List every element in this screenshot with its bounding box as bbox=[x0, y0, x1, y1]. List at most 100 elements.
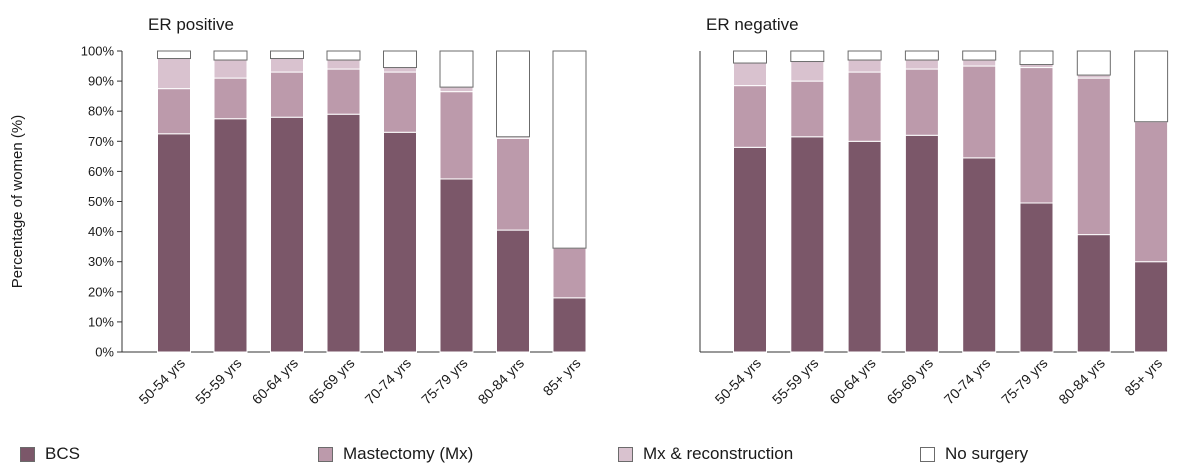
y-tick-label-0: 0% bbox=[95, 345, 114, 360]
legend-swatch-no-surgery bbox=[920, 446, 935, 462]
er-negative-bar-mx-reconstruction-55-59-yrs bbox=[790, 61, 825, 82]
er-negative-bar-bcs-80-84-yrs bbox=[1076, 234, 1111, 353]
er-positive-x-tick-label-85-yrs: 85+ yrs bbox=[540, 355, 584, 399]
er-positive-x-tick-label-70-74-yrs: 70-74 yrs bbox=[362, 355, 415, 408]
er-positive-bar-mastectomy-mx-85-yrs bbox=[552, 247, 587, 299]
er-negative-bar-no-surgery-50-54-yrs bbox=[733, 50, 767, 64]
er-positive-bar-mx-reconstruction-55-59-yrs bbox=[213, 59, 248, 79]
er-positive-bar-bcs-60-64-yrs bbox=[270, 116, 304, 353]
legend-label-no-surgery: No surgery bbox=[945, 444, 1029, 463]
er-negative-x-tick-label-55-59-yrs: 55-59 yrs bbox=[769, 355, 822, 408]
er-negative-bar-bcs-65-69-yrs bbox=[904, 134, 939, 353]
er-positive-bar-no-surgery-80-84-yrs bbox=[496, 50, 530, 138]
er-positive-x-tick-label-65-69-yrs: 65-69 yrs bbox=[305, 355, 358, 408]
er-positive-bar-mx-reconstruction-65-69-yrs bbox=[326, 59, 361, 70]
er-positive-bar-mastectomy-mx-50-54-yrs bbox=[157, 88, 191, 135]
er-negative-title: ER negative bbox=[706, 15, 799, 34]
er-positive-x-tick-label-55-59-yrs: 55-59 yrs bbox=[192, 355, 245, 408]
y-tick-label-60: 60% bbox=[88, 164, 114, 179]
er-negative-bar-mastectomy-mx-50-54-yrs bbox=[733, 85, 767, 148]
er-negative-bar-no-surgery-60-64-yrs bbox=[847, 50, 882, 61]
er-positive-x-tick-label-60-64-yrs: 60-64 yrs bbox=[249, 355, 302, 408]
er-negative-x-tick-label-70-74-yrs: 70-74 yrs bbox=[941, 355, 994, 408]
er-negative-bar-no-surgery-85-yrs bbox=[1134, 50, 1169, 123]
chart-canvas: ER positive 0% 10% 20% 30% 40% 50% 60% 70% 80% 90%… bbox=[9, 15, 1169, 408]
legend-label-mastectomy: Mastectomy (Mx) bbox=[343, 444, 474, 463]
er-positive-bar-bcs-50-54-yrs bbox=[157, 133, 191, 353]
er-positive-bar-mx-reconstruction-50-54-yrs bbox=[157, 58, 191, 90]
y-tick-label-90: 90% bbox=[88, 74, 114, 89]
er-negative-bar-bcs-50-54-yrs bbox=[733, 146, 767, 353]
er-negative-x-tick-label-65-69-yrs: 65-69 yrs bbox=[883, 355, 936, 408]
er-positive-bar-no-surgery-50-54-yrs bbox=[157, 50, 191, 60]
er-positive-bar-mx-reconstruction-75-79-yrs bbox=[439, 86, 474, 93]
er-negative-bar-mastectomy-mx-75-79-yrs bbox=[1019, 67, 1054, 204]
legend-item-mastectomy: Mastectomy (Mx) bbox=[318, 444, 473, 464]
y-tick-label-30: 30% bbox=[88, 254, 114, 269]
er-positive-bar-mastectomy-mx-75-79-yrs bbox=[439, 91, 474, 180]
er-negative-x-tick-label-75-79-yrs: 75-79 yrs bbox=[998, 355, 1051, 408]
er-negative-bar-no-surgery-70-74-yrs bbox=[962, 50, 997, 61]
er-positive-bar-bcs-75-79-yrs bbox=[439, 178, 474, 353]
er-positive-bar-bcs-55-59-yrs bbox=[213, 118, 248, 353]
er-negative-bar-no-surgery-80-84-yrs bbox=[1076, 50, 1111, 76]
y-tick-label-20: 20% bbox=[88, 284, 114, 299]
er-positive-bar-no-surgery-60-64-yrs bbox=[270, 50, 304, 60]
er-negative-bar-mastectomy-mx-80-84-yrs bbox=[1076, 77, 1111, 236]
y-tick-label-50: 50% bbox=[88, 194, 114, 209]
y-tick-label-70: 70% bbox=[88, 134, 114, 149]
er-negative-bar-bcs-60-64-yrs bbox=[847, 140, 882, 353]
er-positive-bar-mastectomy-mx-70-74-yrs bbox=[383, 71, 417, 133]
er-negative-bar-bcs-70-74-yrs bbox=[962, 157, 997, 353]
er-negative-bar-mx-reconstruction-50-54-yrs bbox=[733, 62, 767, 87]
y-tick-label-40: 40% bbox=[88, 224, 114, 239]
legend-item-no-surgery: No surgery bbox=[920, 444, 1028, 464]
er-negative-bar-bcs-55-59-yrs bbox=[790, 136, 825, 353]
er-positive-bar-no-surgery-85-yrs bbox=[552, 50, 587, 249]
er-negative-bar-mastectomy-mx-85-yrs bbox=[1134, 121, 1169, 263]
er-positive-bar-mastectomy-mx-55-59-yrs bbox=[213, 77, 248, 120]
er-positive-x-tick-label-80-84-yrs: 80-84 yrs bbox=[475, 355, 528, 408]
er-positive-title: ER positive bbox=[148, 15, 234, 34]
legend-label-mx-reconstruction: Mx & reconstruction bbox=[643, 444, 794, 463]
er-positive-bar-no-surgery-70-74-yrs bbox=[383, 50, 417, 69]
er-positive-bar-mastectomy-mx-60-64-yrs bbox=[270, 71, 304, 118]
er-negative-bar-no-surgery-75-79-yrs bbox=[1019, 50, 1054, 66]
er-positive-bar-mastectomy-mx-65-69-yrs bbox=[326, 68, 361, 115]
legend-item-mx-reconstruction: Mx & reconstruction bbox=[618, 444, 793, 464]
er-positive-bar-mx-reconstruction-60-64-yrs bbox=[270, 58, 304, 73]
er-positive-bar-mastectomy-mx-80-84-yrs bbox=[496, 137, 530, 231]
er-negative-bar-no-surgery-55-59-yrs bbox=[790, 50, 825, 63]
er-negative-bar-mastectomy-mx-70-74-yrs bbox=[962, 65, 997, 159]
er-negative-bar-mx-reconstruction-65-69-yrs bbox=[904, 59, 939, 70]
er-positive-bar-bcs-70-74-yrs bbox=[383, 131, 417, 353]
y-tick-label-80: 80% bbox=[88, 104, 114, 119]
er-positive-bar-no-surgery-55-59-yrs bbox=[213, 50, 248, 61]
er-negative-bar-mx-reconstruction-70-74-yrs bbox=[962, 59, 997, 67]
er-negative-x-tick-label-50-54-yrs: 50-54 yrs bbox=[712, 355, 765, 408]
er-negative-bar-mx-reconstruction-60-64-yrs bbox=[847, 59, 882, 73]
er-negative-x-tick-label-60-64-yrs: 60-64 yrs bbox=[826, 355, 879, 408]
legend-swatch-mastectomy bbox=[318, 446, 333, 462]
er-positive-bar-bcs-85-yrs bbox=[552, 297, 587, 353]
legend-swatch-bcs bbox=[20, 446, 35, 462]
er-negative-bar-mastectomy-mx-65-69-yrs bbox=[904, 68, 939, 136]
er-positive-x-tick-label-75-79-yrs: 75-79 yrs bbox=[418, 355, 471, 408]
y-tick-label-100: 100% bbox=[81, 44, 115, 59]
er-negative-bar-mastectomy-mx-55-59-yrs bbox=[790, 80, 825, 138]
er-positive-bar-mx-reconstruction-70-74-yrs bbox=[383, 67, 417, 73]
er-negative-bar-mastectomy-mx-60-64-yrs bbox=[847, 71, 882, 142]
er-negative-bar-bcs-85-yrs bbox=[1134, 261, 1169, 353]
er-positive-bar-bcs-80-84-yrs bbox=[496, 229, 530, 353]
er-positive-x-tick-label-50-54-yrs: 50-54 yrs bbox=[136, 355, 189, 408]
er-negative-bar-no-surgery-65-69-yrs bbox=[904, 50, 939, 61]
legend-swatch-mx-reconstruction bbox=[618, 446, 633, 462]
er-negative-x-tick-label-80-84-yrs: 80-84 yrs bbox=[1055, 355, 1108, 408]
y-tick-label-10: 10% bbox=[88, 314, 114, 329]
legend-label-bcs: BCS bbox=[45, 444, 80, 463]
er-positive-bar-no-surgery-75-79-yrs bbox=[439, 50, 474, 88]
er-positive-bar-no-surgery-65-69-yrs bbox=[326, 50, 361, 61]
er-negative-bar-bcs-75-79-yrs bbox=[1019, 202, 1054, 353]
er-positive-bar-bcs-65-69-yrs bbox=[326, 113, 361, 353]
